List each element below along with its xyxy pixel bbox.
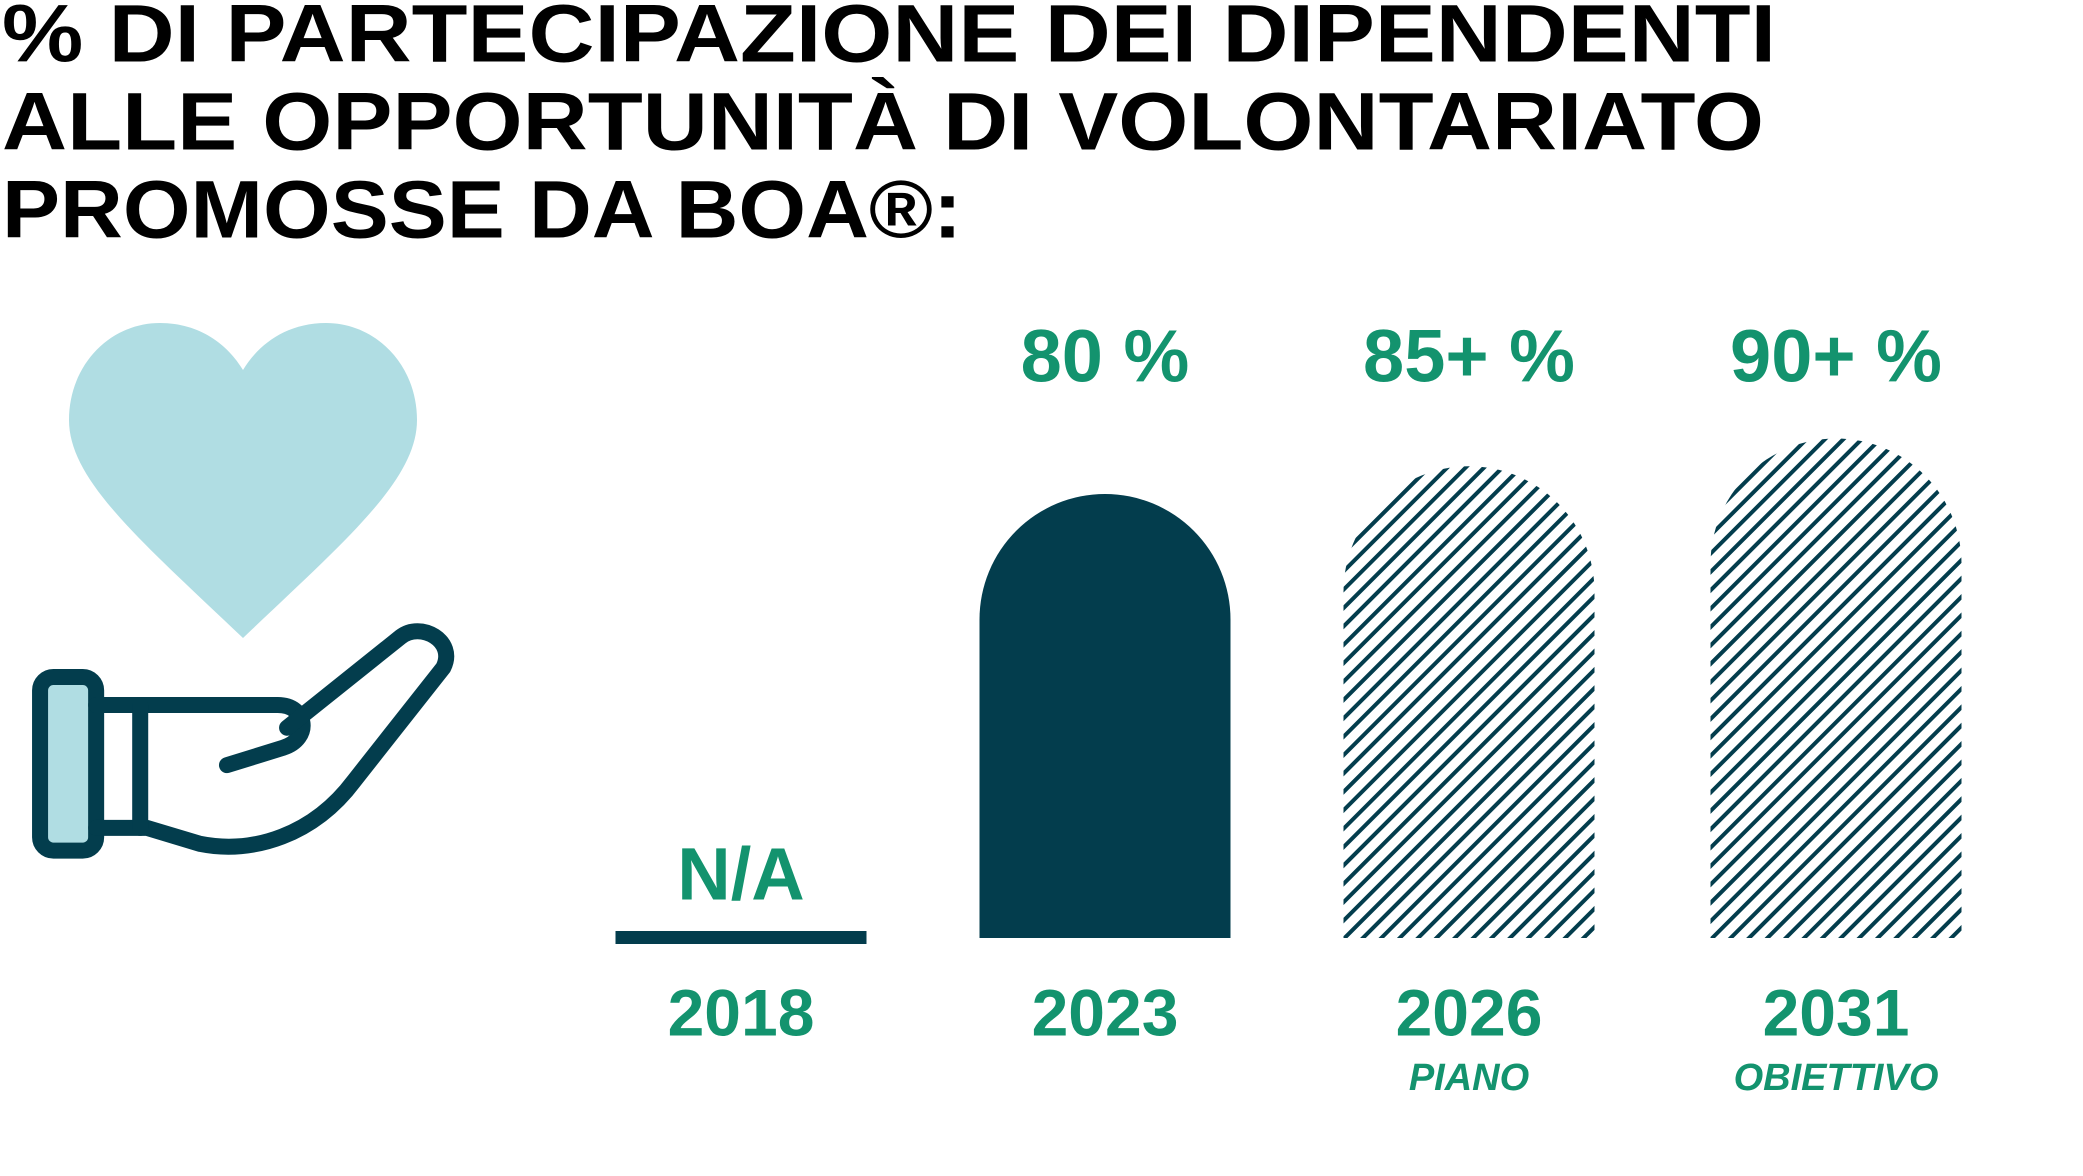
bar (1343, 466, 1595, 938)
category-note: OBIETTIVO (1734, 1057, 1939, 1099)
category-note: PIANO (1409, 1057, 1529, 1099)
chart-title: PROMOSSE DA BOA®: (2, 165, 962, 256)
heart-hand-icon (32, 323, 454, 859)
na-line (615, 931, 867, 944)
bar (1710, 438, 1962, 938)
x-tick-label: 2031 (1763, 975, 1910, 1049)
x-tick-label: 2026 (1396, 975, 1543, 1049)
value-label: 85+ % (1363, 315, 1575, 398)
x-tick-label: 2018 (668, 975, 815, 1049)
value-label: 90+ % (1730, 315, 1942, 398)
x-tick-label: 2023 (1032, 975, 1179, 1049)
chart-title: % DI PARTECIPAZIONE DEI DIPENDENTI (2, 0, 1776, 80)
bar (979, 494, 1231, 938)
value-label: 80 % (1021, 315, 1190, 398)
value-label: N/A (677, 833, 804, 916)
chart-title: ALLE OPPORTUNITÀ DI VOLONTARIATO (2, 77, 1764, 168)
